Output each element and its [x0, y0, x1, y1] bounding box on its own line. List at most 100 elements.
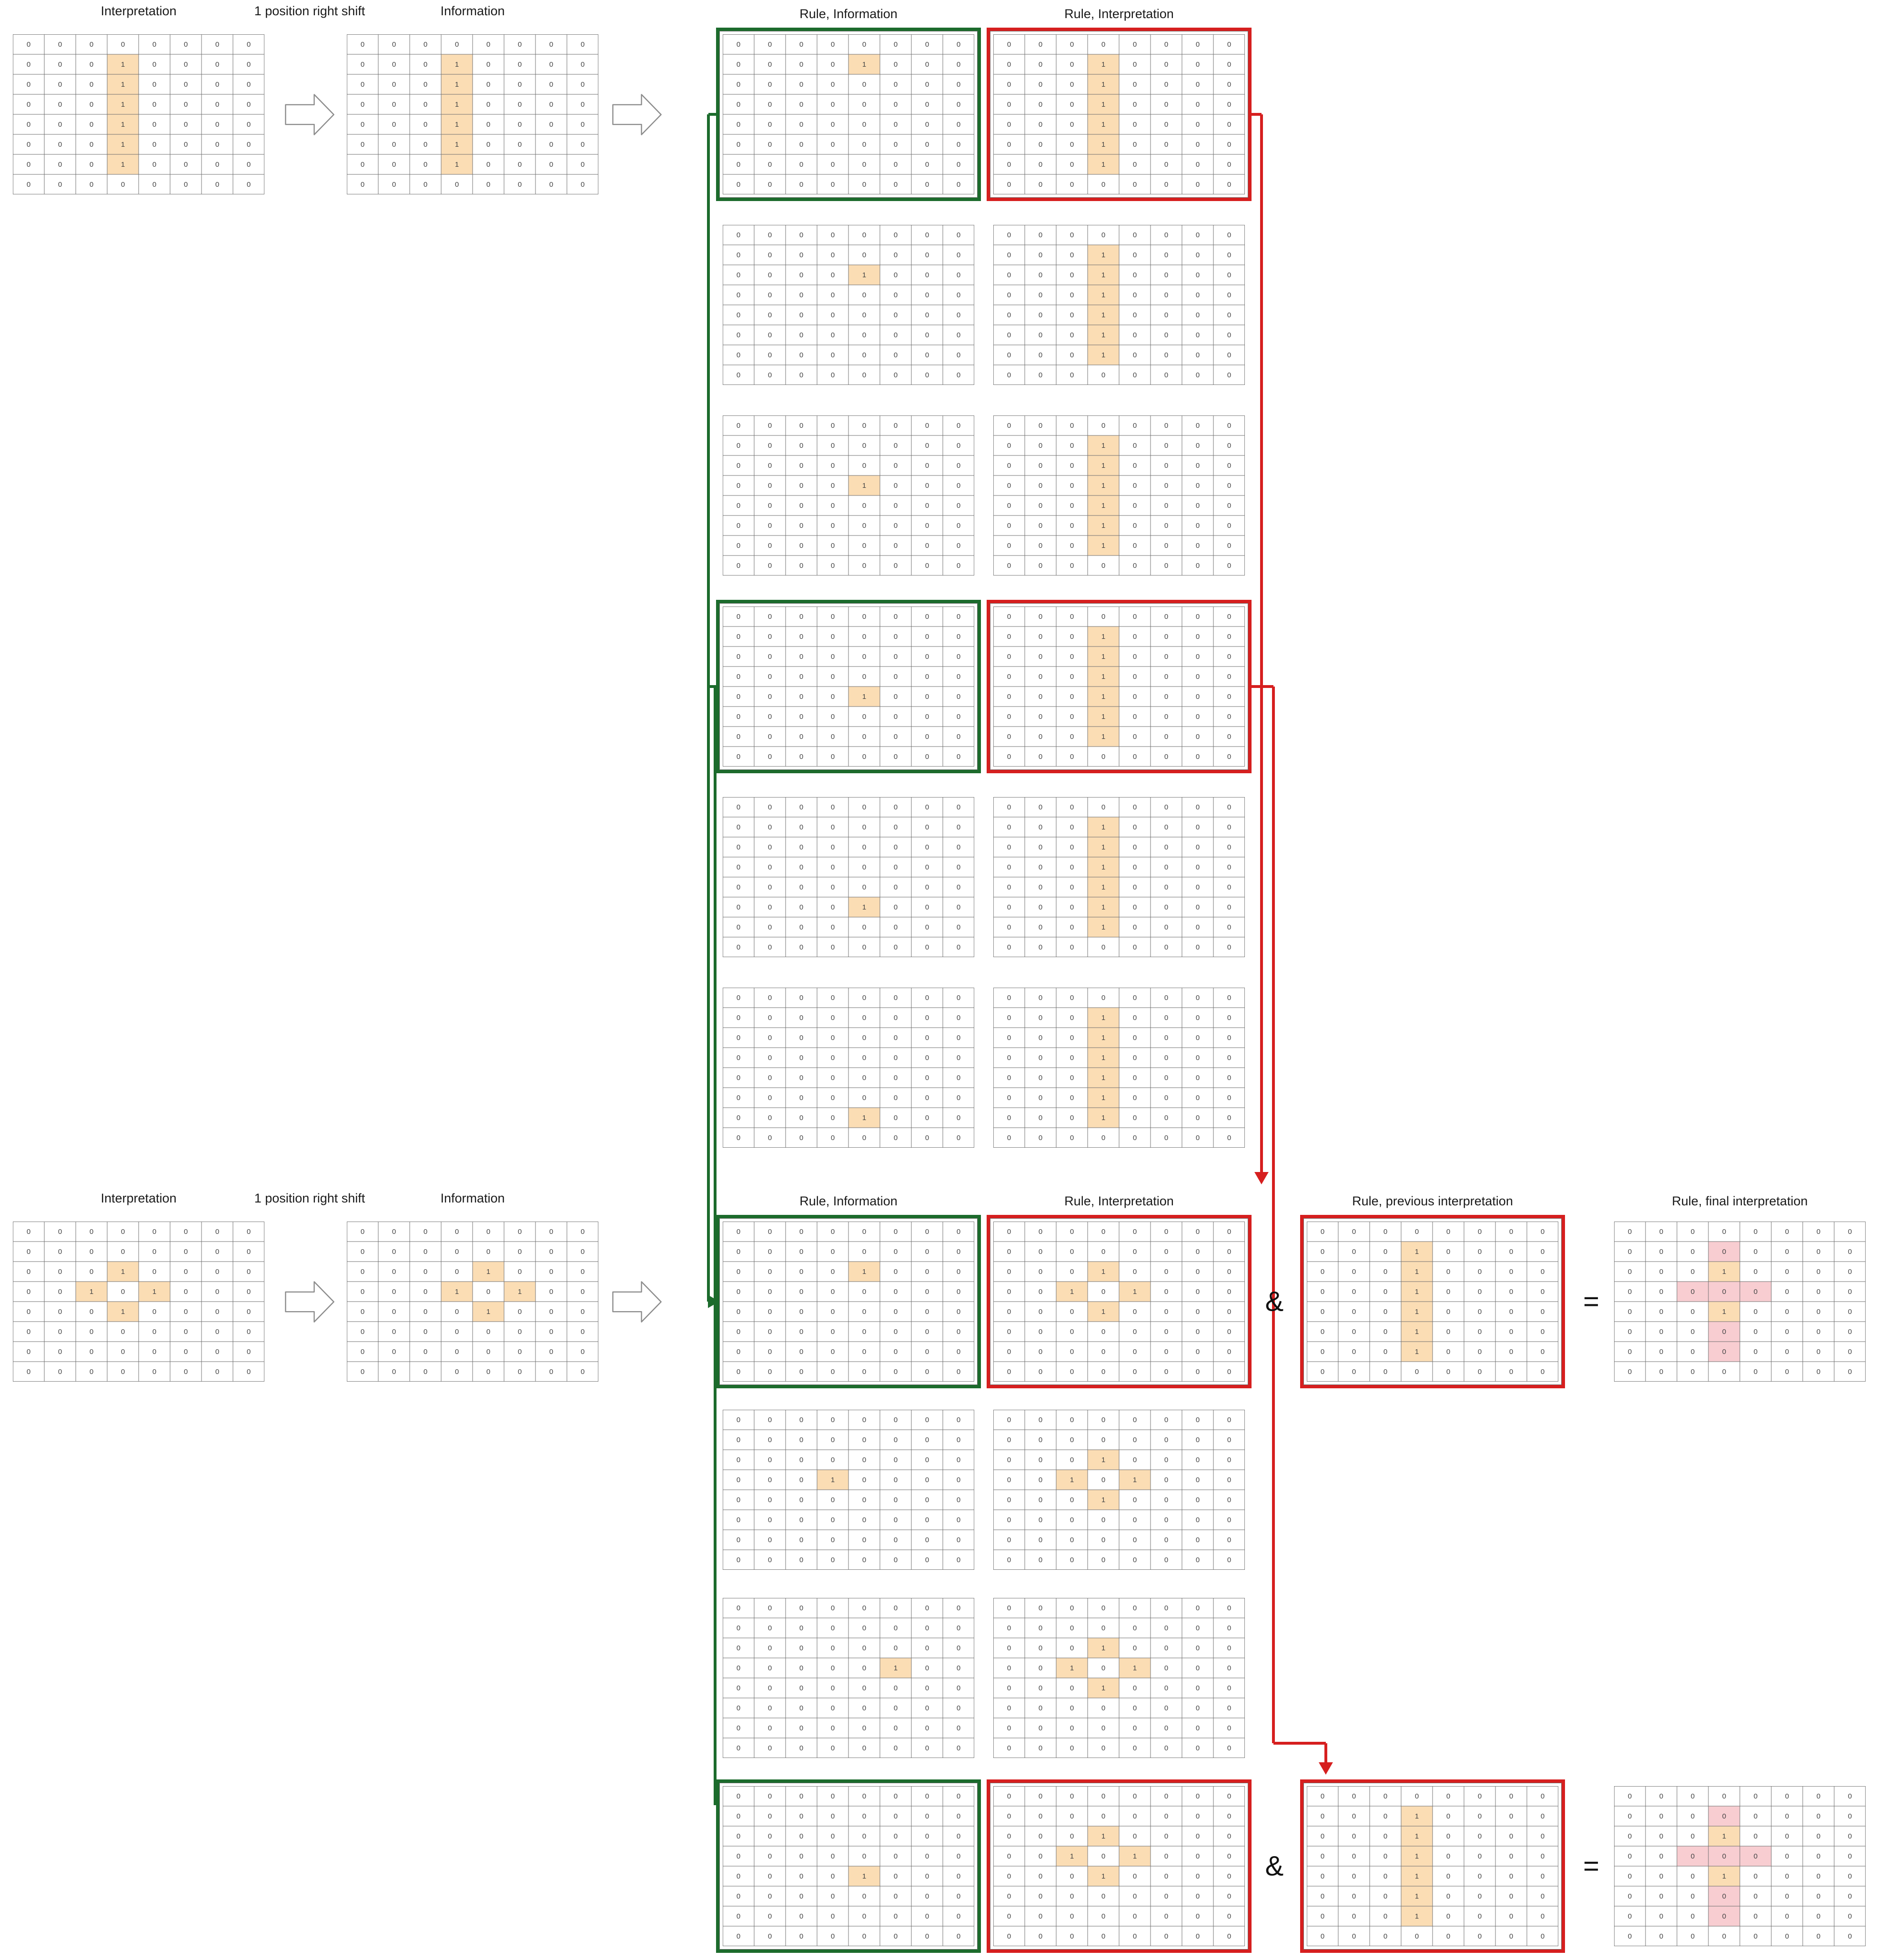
svg-text:0: 0 — [894, 753, 898, 761]
svg-text:0: 0 — [1039, 522, 1042, 530]
svg-text:0: 0 — [486, 141, 490, 149]
svg-text:0: 0 — [1133, 462, 1137, 470]
svg-text:0: 0 — [1133, 1348, 1137, 1356]
svg-text:0: 0 — [1691, 1912, 1695, 1920]
svg-text:0: 0 — [768, 121, 772, 129]
svg-text:1: 1 — [455, 141, 459, 149]
svg-text:0: 0 — [862, 1684, 866, 1692]
svg-text:0: 0 — [768, 1476, 772, 1484]
svg-text:0: 0 — [1007, 271, 1011, 279]
svg-text:0: 0 — [894, 903, 898, 911]
svg-text:0: 0 — [737, 1328, 740, 1336]
svg-text:0: 0 — [361, 161, 364, 169]
svg-text:0: 0 — [862, 231, 866, 239]
svg-text:0: 0 — [1007, 1604, 1011, 1612]
svg-text:0: 0 — [768, 1744, 772, 1752]
svg-text:0: 0 — [1196, 1704, 1200, 1712]
svg-text:0: 0 — [957, 1456, 960, 1464]
svg-text:0: 0 — [799, 442, 803, 450]
svg-text:0: 0 — [581, 81, 585, 89]
svg-text:0: 0 — [894, 1476, 898, 1484]
svg-text:0: 0 — [392, 40, 396, 49]
svg-text:0: 0 — [1007, 693, 1011, 701]
svg-text:0: 0 — [1722, 1892, 1726, 1900]
svg-text:0: 0 — [1133, 653, 1137, 661]
svg-text:0: 0 — [799, 1134, 803, 1142]
svg-text:0: 0 — [1227, 1852, 1231, 1860]
svg-text:1: 1 — [1415, 1308, 1419, 1316]
svg-text:0: 0 — [1227, 753, 1231, 761]
svg-text:0: 0 — [1164, 1684, 1168, 1692]
svg-text:0: 0 — [831, 1604, 835, 1612]
svg-text:0: 0 — [925, 1436, 929, 1444]
svg-text:0: 0 — [957, 251, 960, 259]
svg-text:0: 0 — [831, 1456, 835, 1464]
svg-text:0: 0 — [1133, 1744, 1137, 1752]
svg-text:1: 1 — [1101, 1684, 1105, 1692]
svg-text:0: 0 — [925, 1054, 929, 1062]
svg-text:0: 0 — [1164, 1496, 1168, 1504]
svg-text:0: 0 — [1196, 903, 1200, 911]
svg-text:0: 0 — [1164, 422, 1168, 430]
svg-text:0: 0 — [1039, 1308, 1042, 1316]
svg-text:0: 0 — [1352, 1328, 1356, 1336]
svg-text:0: 0 — [1164, 1644, 1168, 1652]
svg-text:0: 0 — [1478, 1248, 1482, 1256]
svg-text:0: 0 — [518, 1348, 522, 1356]
svg-text:0: 0 — [392, 1248, 396, 1256]
svg-text:0: 0 — [152, 1328, 156, 1336]
svg-text:0: 0 — [1722, 1852, 1726, 1860]
svg-text:0: 0 — [1509, 1248, 1513, 1256]
svg-text:0: 0 — [1070, 1134, 1074, 1142]
svg-text:0: 0 — [1478, 1368, 1482, 1376]
svg-text:0: 0 — [1227, 823, 1231, 831]
svg-text:0: 0 — [768, 1912, 772, 1920]
svg-text:0: 0 — [1478, 1268, 1482, 1276]
svg-text:0: 0 — [957, 291, 960, 299]
svg-text:0: 0 — [1659, 1328, 1663, 1336]
svg-text:0: 0 — [1541, 1228, 1545, 1236]
svg-text:0: 0 — [1691, 1932, 1695, 1940]
svg-text:0: 0 — [1007, 1812, 1011, 1820]
svg-text:0: 0 — [925, 1368, 929, 1376]
svg-text:0: 0 — [1039, 1094, 1042, 1102]
svg-text:0: 0 — [768, 1556, 772, 1564]
svg-text:0: 0 — [1691, 1228, 1695, 1236]
svg-text:0: 0 — [862, 181, 866, 189]
svg-text:0: 0 — [1164, 1328, 1168, 1336]
svg-text:0: 0 — [894, 843, 898, 851]
svg-text:0: 0 — [1164, 753, 1168, 761]
svg-text:0: 0 — [1321, 1872, 1324, 1880]
svg-text:0: 0 — [799, 693, 803, 701]
svg-text:0: 0 — [27, 1348, 30, 1356]
svg-text:0: 0 — [894, 1536, 898, 1544]
svg-text:0: 0 — [1070, 231, 1074, 239]
svg-text:0: 0 — [768, 1248, 772, 1256]
svg-text:0: 0 — [1070, 251, 1074, 259]
svg-text:0: 0 — [1133, 1368, 1137, 1376]
svg-text:0: 0 — [894, 803, 898, 811]
svg-text:0: 0 — [1446, 1852, 1450, 1860]
svg-text:0: 0 — [862, 823, 866, 831]
svg-text:0: 0 — [1101, 1556, 1105, 1564]
svg-text:0: 0 — [831, 311, 835, 319]
svg-text:0: 0 — [862, 562, 866, 570]
svg-text:1: 1 — [1101, 121, 1105, 129]
svg-text:0: 0 — [894, 1288, 898, 1296]
svg-text:0: 0 — [1817, 1288, 1820, 1296]
svg-text:0: 0 — [768, 1704, 772, 1712]
svg-text:0: 0 — [1628, 1912, 1632, 1920]
svg-text:0: 0 — [925, 1496, 929, 1504]
svg-text:0: 0 — [1039, 903, 1042, 911]
svg-text:1: 1 — [862, 271, 866, 279]
svg-text:0: 0 — [1227, 1724, 1231, 1732]
svg-text:0: 0 — [1070, 1094, 1074, 1102]
svg-text:0: 0 — [1133, 1724, 1137, 1732]
svg-text:0: 0 — [1007, 251, 1011, 259]
svg-text:0: 0 — [1007, 1516, 1011, 1524]
svg-text:0: 0 — [831, 1228, 835, 1236]
svg-text:0: 0 — [1007, 1134, 1011, 1142]
svg-text:0: 0 — [1628, 1792, 1632, 1800]
svg-text:0: 0 — [768, 502, 772, 510]
svg-text:0: 0 — [1039, 693, 1042, 701]
